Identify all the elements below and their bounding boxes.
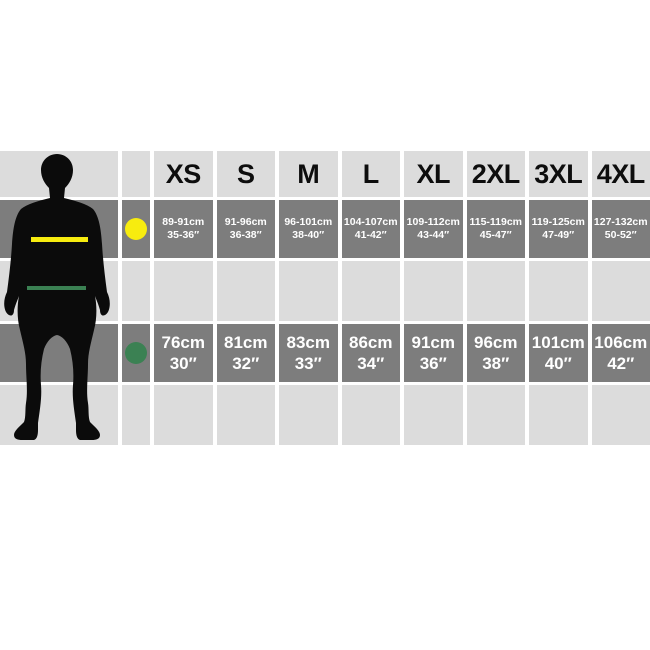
chest-cm: 96-101cm (284, 216, 333, 228)
waist-cm: 101cm (531, 333, 585, 352)
figure-cell-header (0, 151, 118, 197)
chest-in: 43-44″ (417, 229, 450, 241)
size-table: XS S M L XL 2XL 3XL 4XL 89-91cm 35-36″ 9… (0, 151, 650, 445)
figure-cell-waist-band (0, 324, 118, 382)
size-header-m: M (279, 151, 338, 197)
size-header-4xl: 4XL (591, 151, 650, 197)
waist-cm: 83cm (286, 333, 330, 352)
chest-in: 38-40″ (292, 229, 325, 241)
chest-cell-3xl: 119-125cm 47-49″ (529, 200, 588, 258)
spacer-cell (216, 261, 275, 321)
waist-cell-m: 83cm 33″ (279, 324, 338, 382)
waist-marker-cell (122, 324, 150, 382)
chest-in: 41-42″ (354, 229, 387, 241)
figure-cell-spacer (0, 261, 118, 321)
waist-cell-xl: 91cm 36″ (404, 324, 463, 382)
size-header-s: S (216, 151, 275, 197)
size-header-l: L (341, 151, 400, 197)
spacer-cell (529, 385, 588, 445)
waist-cm: 81cm (224, 333, 268, 352)
waist-cm: 91cm (411, 333, 455, 352)
spacer-cell (529, 261, 588, 321)
waist-cell-l: 86cm 34″ (341, 324, 400, 382)
spacer-cell (341, 261, 400, 321)
chest-cm: 119-125cm (531, 216, 585, 228)
waist-marker-dot-green-icon (125, 342, 147, 364)
spacer-cell (466, 261, 525, 321)
chest-cell-xs: 89-91cm 35-36″ (154, 200, 213, 258)
size-header-3xl: 3XL (529, 151, 588, 197)
chest-in: 35-36″ (167, 229, 200, 241)
waist-cell-xs: 76cm 30″ (154, 324, 213, 382)
spacer-cell (122, 385, 150, 445)
chest-marker-cell (122, 200, 150, 258)
spacer-cell (279, 385, 338, 445)
waist-in: 42″ (607, 354, 635, 373)
figure-cell-bottom (0, 385, 118, 445)
marker-column-header (122, 151, 150, 197)
chest-marker-dot-yellow-icon (125, 218, 147, 240)
chest-cm: 91-96cm (224, 216, 267, 228)
waist-in: 30″ (169, 354, 197, 373)
chest-cm: 115-119cm (469, 216, 523, 228)
chest-cell-l: 104-107cm 41-42″ (341, 200, 400, 258)
waist-in: 38″ (482, 354, 510, 373)
size-header-xs: XS (154, 151, 213, 197)
size-header-xl: XL (404, 151, 463, 197)
waist-cm: 96cm (474, 333, 518, 352)
spacer-cell (591, 261, 650, 321)
chest-cm: 89-91cm (162, 216, 205, 228)
chest-in: 36-38″ (229, 229, 262, 241)
spacer-cell (122, 261, 150, 321)
chest-in: 45-47″ (479, 229, 512, 241)
spacer-cell (404, 261, 463, 321)
chest-cm: 127-132cm (593, 216, 648, 228)
size-header-2xl: 2XL (466, 151, 525, 197)
waist-in: 36″ (419, 354, 447, 373)
waist-in: 33″ (294, 354, 322, 373)
spacer-cell (279, 261, 338, 321)
spacer-cell (341, 385, 400, 445)
chest-cell-m: 96-101cm 38-40″ (279, 200, 338, 258)
waist-in: 32″ (232, 354, 260, 373)
spacer-cell (466, 385, 525, 445)
spacer-cell (154, 385, 213, 445)
figure-cell-chest-band (0, 200, 118, 258)
waist-cm: 106cm (594, 333, 648, 352)
waist-cm: 86cm (349, 333, 393, 352)
spacer-cell (154, 261, 213, 321)
waist-cell-3xl: 101cm 40″ (529, 324, 588, 382)
chest-cm: 104-107cm (343, 216, 398, 228)
chest-cell-4xl: 127-132cm 50-52″ (591, 200, 650, 258)
chest-cm: 109-112cm (406, 216, 460, 228)
spacer-cell (216, 385, 275, 445)
chest-cell-s: 91-96cm 36-38″ (216, 200, 275, 258)
waist-cell-4xl: 106cm 42″ (591, 324, 650, 382)
chest-cell-2xl: 115-119cm 45-47″ (466, 200, 525, 258)
chest-in: 50-52″ (604, 229, 637, 241)
spacer-cell (404, 385, 463, 445)
chest-cell-xl: 109-112cm 43-44″ (404, 200, 463, 258)
waist-in: 40″ (544, 354, 572, 373)
waist-cm: 76cm (161, 333, 205, 352)
waist-cell-2xl: 96cm 38″ (466, 324, 525, 382)
spacer-cell (591, 385, 650, 445)
waist-in: 34″ (357, 354, 385, 373)
chest-in: 47-49″ (542, 229, 575, 241)
waist-cell-s: 81cm 32″ (216, 324, 275, 382)
